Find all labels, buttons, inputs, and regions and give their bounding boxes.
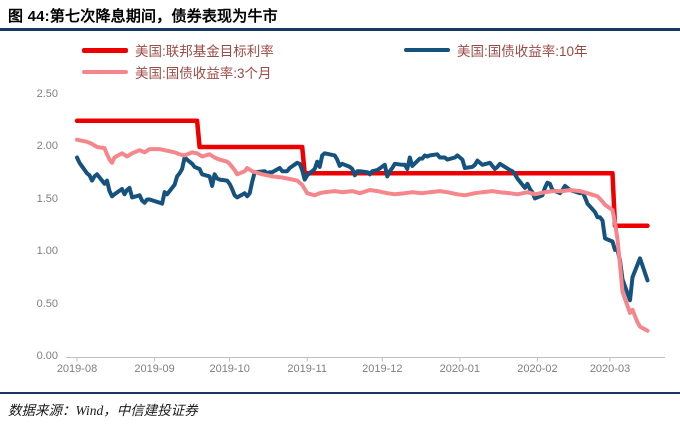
fed-funds-line-swatch — [82, 47, 128, 53]
x-axis-label: 2019-11 — [287, 363, 327, 375]
series-line-2 — [75, 137, 650, 333]
x-axis-label: 2019-09 — [134, 363, 175, 375]
title-divider — [0, 28, 680, 31]
legend-label-us3m: 美国:国债收益率:3个月 — [135, 66, 272, 81]
y-axis-label: 0.50 — [36, 297, 58, 310]
x-axis-label: 2019-10 — [209, 363, 250, 375]
x-axis-label: 2020-03 — [589, 363, 631, 375]
footer-divider — [0, 392, 680, 394]
x-axis-label: 2020-02 — [517, 363, 558, 375]
legend-label-fed-funds: 美国:联邦基金目标利率 — [135, 44, 274, 59]
y-axis-label: 2.50 — [36, 87, 58, 100]
legend-item-fed-funds: 美国:联邦基金目标利率 — [82, 40, 274, 60]
legend-item-us3m: 美国:国债收益率:3个月 — [82, 62, 272, 82]
y-axis-label: 1.00 — [36, 245, 58, 257]
y-axis-label: 0.00 — [36, 350, 58, 362]
x-axis-label: 2019-12 — [362, 363, 403, 375]
us10y-line-swatch — [404, 48, 450, 52]
us3m-line-swatch — [82, 70, 128, 74]
y-axis-label: 2.00 — [36, 140, 58, 152]
data-source-note: 数据来源：Wind，中信建投证券 — [8, 403, 198, 418]
series-line-1 — [75, 151, 650, 303]
y-axis-label: 1.50 — [36, 192, 58, 205]
legend-label-us10y: 美国:国债收益率:10年 — [457, 44, 588, 59]
legend-item-us10y: 美国:国债收益率:10年 — [404, 40, 588, 60]
x-axis-label: 2020-01 — [439, 363, 481, 375]
figure-title: 图 44:第七次降息期间，债券表现为牛市 — [8, 8, 278, 25]
x-axis-label: 2019-08 — [56, 363, 98, 375]
